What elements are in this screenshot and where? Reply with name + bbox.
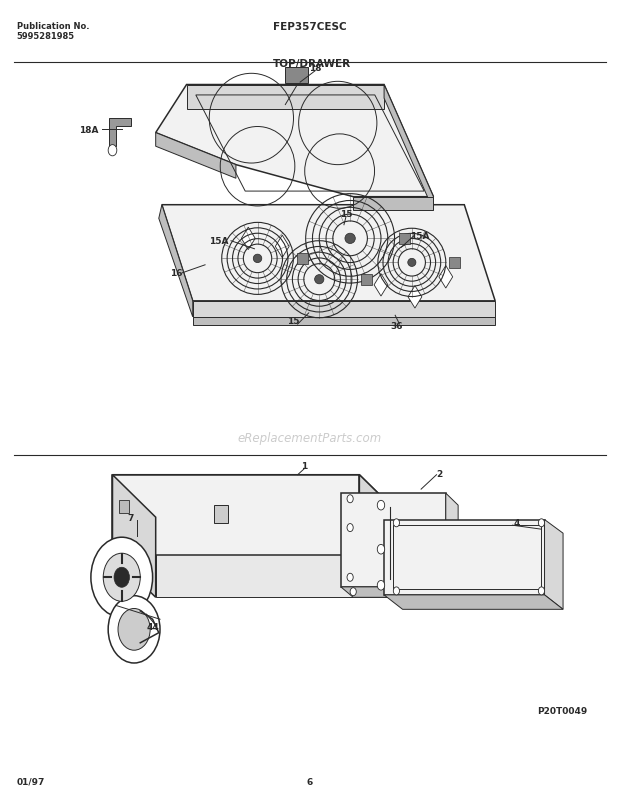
Text: 18A: 18A bbox=[79, 126, 99, 135]
Circle shape bbox=[378, 544, 384, 554]
Polygon shape bbox=[449, 258, 460, 269]
Ellipse shape bbox=[408, 259, 416, 267]
Polygon shape bbox=[384, 520, 544, 595]
Text: Publication No.: Publication No. bbox=[17, 22, 89, 31]
Polygon shape bbox=[297, 254, 308, 265]
Polygon shape bbox=[360, 475, 402, 597]
Polygon shape bbox=[241, 228, 255, 251]
Ellipse shape bbox=[254, 255, 262, 263]
Text: 15: 15 bbox=[287, 317, 299, 326]
Circle shape bbox=[378, 501, 384, 511]
Text: 6: 6 bbox=[307, 777, 313, 785]
Circle shape bbox=[108, 596, 160, 663]
Polygon shape bbox=[285, 67, 308, 84]
Polygon shape bbox=[361, 275, 373, 286]
Text: 7: 7 bbox=[128, 513, 134, 522]
Bar bbox=[215, 506, 228, 523]
Polygon shape bbox=[193, 301, 495, 317]
Text: TOP/DRAWER: TOP/DRAWER bbox=[273, 59, 351, 69]
Polygon shape bbox=[112, 475, 360, 555]
Circle shape bbox=[114, 568, 130, 588]
Circle shape bbox=[347, 573, 353, 581]
Ellipse shape bbox=[314, 275, 324, 284]
Circle shape bbox=[378, 581, 384, 590]
Polygon shape bbox=[384, 85, 433, 211]
Polygon shape bbox=[408, 286, 422, 308]
Polygon shape bbox=[193, 317, 495, 325]
Circle shape bbox=[108, 145, 117, 157]
Polygon shape bbox=[156, 85, 433, 198]
Polygon shape bbox=[384, 595, 563, 609]
Text: 15A: 15A bbox=[410, 232, 430, 241]
Polygon shape bbox=[109, 119, 131, 147]
Polygon shape bbox=[374, 275, 388, 296]
Circle shape bbox=[104, 553, 140, 601]
Circle shape bbox=[118, 609, 150, 650]
Circle shape bbox=[538, 519, 544, 527]
Polygon shape bbox=[112, 475, 402, 517]
Text: FEP357CESC: FEP357CESC bbox=[273, 22, 347, 32]
Text: 2: 2 bbox=[436, 469, 443, 478]
Text: 01/97: 01/97 bbox=[17, 777, 45, 785]
Text: 44: 44 bbox=[146, 622, 159, 632]
Polygon shape bbox=[156, 133, 236, 179]
Polygon shape bbox=[187, 85, 384, 109]
Text: 1: 1 bbox=[301, 461, 307, 470]
Polygon shape bbox=[446, 494, 458, 597]
Polygon shape bbox=[341, 587, 458, 597]
Circle shape bbox=[393, 519, 399, 527]
Polygon shape bbox=[162, 206, 495, 301]
Polygon shape bbox=[112, 475, 156, 597]
Text: 5995281985: 5995281985 bbox=[17, 32, 75, 41]
Polygon shape bbox=[341, 494, 446, 587]
Bar bbox=[118, 501, 128, 514]
Polygon shape bbox=[353, 198, 433, 211]
Polygon shape bbox=[275, 236, 289, 259]
Polygon shape bbox=[544, 520, 563, 609]
Circle shape bbox=[91, 537, 153, 618]
Text: 15: 15 bbox=[340, 210, 352, 218]
Circle shape bbox=[350, 588, 356, 596]
Polygon shape bbox=[159, 206, 193, 317]
Text: 18: 18 bbox=[309, 64, 321, 73]
Text: 15A: 15A bbox=[209, 237, 228, 246]
Text: P20T0049: P20T0049 bbox=[538, 706, 588, 715]
Polygon shape bbox=[156, 517, 402, 597]
Text: eReplacementParts.com: eReplacementParts.com bbox=[238, 431, 382, 444]
Circle shape bbox=[393, 587, 399, 595]
Text: 16: 16 bbox=[170, 269, 182, 278]
Polygon shape bbox=[439, 267, 453, 288]
Text: 4: 4 bbox=[513, 519, 520, 528]
Ellipse shape bbox=[345, 234, 355, 244]
Circle shape bbox=[538, 587, 544, 595]
Text: 36: 36 bbox=[390, 322, 402, 331]
Circle shape bbox=[347, 524, 353, 532]
Polygon shape bbox=[399, 234, 410, 245]
Circle shape bbox=[347, 495, 353, 503]
